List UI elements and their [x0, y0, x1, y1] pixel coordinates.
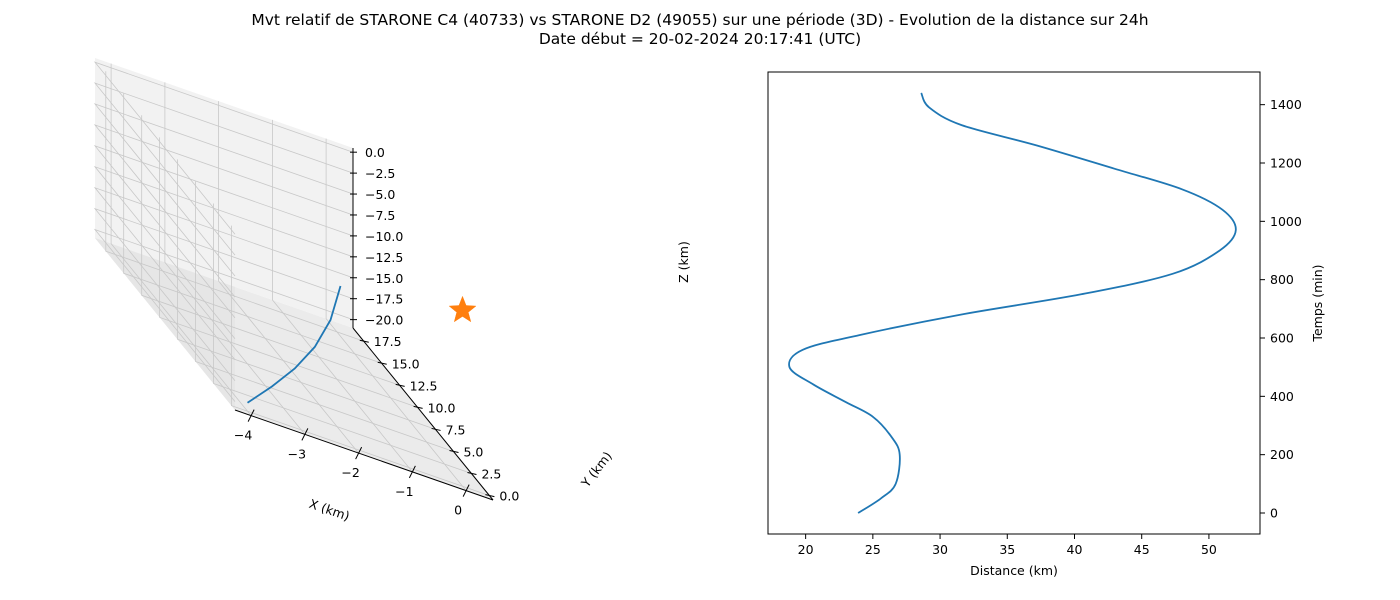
y-tick-mark [359, 339, 369, 343]
y-tick-label: 600 [1270, 331, 1294, 346]
y-gridline [159, 137, 418, 408]
x-gridline [218, 101, 359, 454]
y-tick-label: 1400 [1270, 97, 1302, 112]
y-axis-line [352, 327, 494, 501]
plot-frame [767, 71, 1261, 535]
z-gridline [93, 186, 354, 361]
x-tick-mark [247, 409, 255, 422]
y-tick-mark [449, 449, 459, 453]
x-tick-mark [355, 446, 363, 460]
distance-over-time-plot: 20 25 30 35 40 45 50 0 200 400 600 800 1000 1200 1400 D… [767, 71, 1325, 578]
y-tick-mark [485, 494, 495, 498]
y-gridline [177, 159, 436, 430]
x-tick-label: 45 [1134, 542, 1150, 557]
y-gridline [141, 115, 400, 386]
x-tick-label: −3 [288, 446, 306, 461]
y-tick-label: 5.0 [464, 444, 484, 459]
y-gridline [105, 71, 364, 342]
z-gridline [93, 82, 354, 256]
x-tick-label: 50 [1201, 542, 1217, 557]
z-gridline [93, 61, 354, 235]
x-axis-label: Distance (km) [970, 563, 1058, 578]
y-axis-label: Temps (min) [1310, 264, 1325, 342]
x-tick-label: 20 [798, 542, 814, 557]
y-tick-mark [395, 383, 405, 387]
x-tick-label: 25 [865, 542, 881, 557]
y-tick-mark [467, 472, 477, 476]
y-tick-label: 10.0 [428, 400, 456, 415]
y-tick-label: 0 [1270, 506, 1278, 521]
x-axis-label: X (km) [307, 496, 351, 524]
y-axis-label: Y (km) [577, 449, 615, 491]
trajectory-line [247, 285, 342, 404]
z-tick-label: −15.0 [365, 271, 403, 286]
z-tick-label: −12.5 [365, 250, 403, 265]
y-tick-mark [413, 405, 423, 409]
z-axis-label: Z (km) [676, 241, 691, 283]
x-axis-line [234, 409, 494, 501]
y-tick-label: 7.5 [446, 422, 466, 437]
x-tick-label: 30 [932, 542, 948, 557]
distance-line [788, 92, 1237, 514]
x-tick-label: −2 [341, 465, 359, 480]
x-gridline [325, 138, 467, 491]
y-tick-label: 12.5 [410, 378, 438, 393]
y-tick-label: 1200 [1270, 156, 1302, 171]
y-gridline [230, 225, 490, 496]
z-gridline [93, 165, 354, 340]
y-gridline [123, 93, 382, 364]
z-tick-label: 0.0 [365, 145, 385, 160]
chart-title-line-1: Mvt relatif de STARONE C4 (40733) vs STA… [251, 11, 1148, 29]
chart-title-line-2: Date début = 20-02-2024 20:17:41 (UTC) [539, 30, 861, 48]
x-gridline [164, 82, 306, 435]
x-tick-label: −1 [395, 484, 413, 499]
y-tick-label: 15.0 [392, 356, 420, 371]
y-tick-label: 2.5 [481, 467, 501, 482]
y-tick-label: 400 [1270, 389, 1294, 404]
x-gridline [271, 119, 413, 473]
y-tick-label: 17.5 [374, 334, 402, 349]
z-tick-label: −20.0 [365, 313, 403, 328]
x-tick-label: 35 [999, 542, 1015, 557]
z-tick-label: −10.0 [365, 229, 403, 244]
x-tick-mark [462, 484, 470, 497]
z-tick-label: −7.5 [365, 208, 395, 223]
y-tick-label: 1000 [1270, 214, 1302, 229]
z-tick-label: −5.0 [365, 187, 395, 202]
origin-star-marker [448, 295, 477, 323]
y-gridline [213, 203, 472, 474]
z-gridline [93, 145, 354, 319]
z-gridline [93, 103, 354, 277]
y-gridline [195, 181, 454, 452]
z-gridline [93, 228, 354, 402]
x-tick-label: −4 [234, 428, 252, 443]
x-tick-label: 40 [1067, 542, 1083, 557]
z-gridline [93, 124, 354, 298]
y-tick-label: 0.0 [499, 489, 519, 504]
x-tick-label: 0 [454, 503, 462, 518]
x-tick-mark [301, 428, 309, 441]
z-tick-label: −17.5 [365, 292, 403, 307]
y-tick-mark [431, 427, 441, 431]
z-gridline [93, 207, 354, 381]
y-tick-label: 200 [1270, 447, 1294, 462]
y-tick-label: 800 [1270, 272, 1294, 287]
y-tick-mark [377, 361, 387, 365]
z-tick-label: −2.5 [365, 166, 395, 181]
3d-trajectory-plot: −4 −3 −2 −1 0 0.0 2.5 5.0 7.5 10.0 12.5 15.0 17.5 0.0… [93, 58, 691, 524]
x-tick-mark [408, 465, 416, 479]
